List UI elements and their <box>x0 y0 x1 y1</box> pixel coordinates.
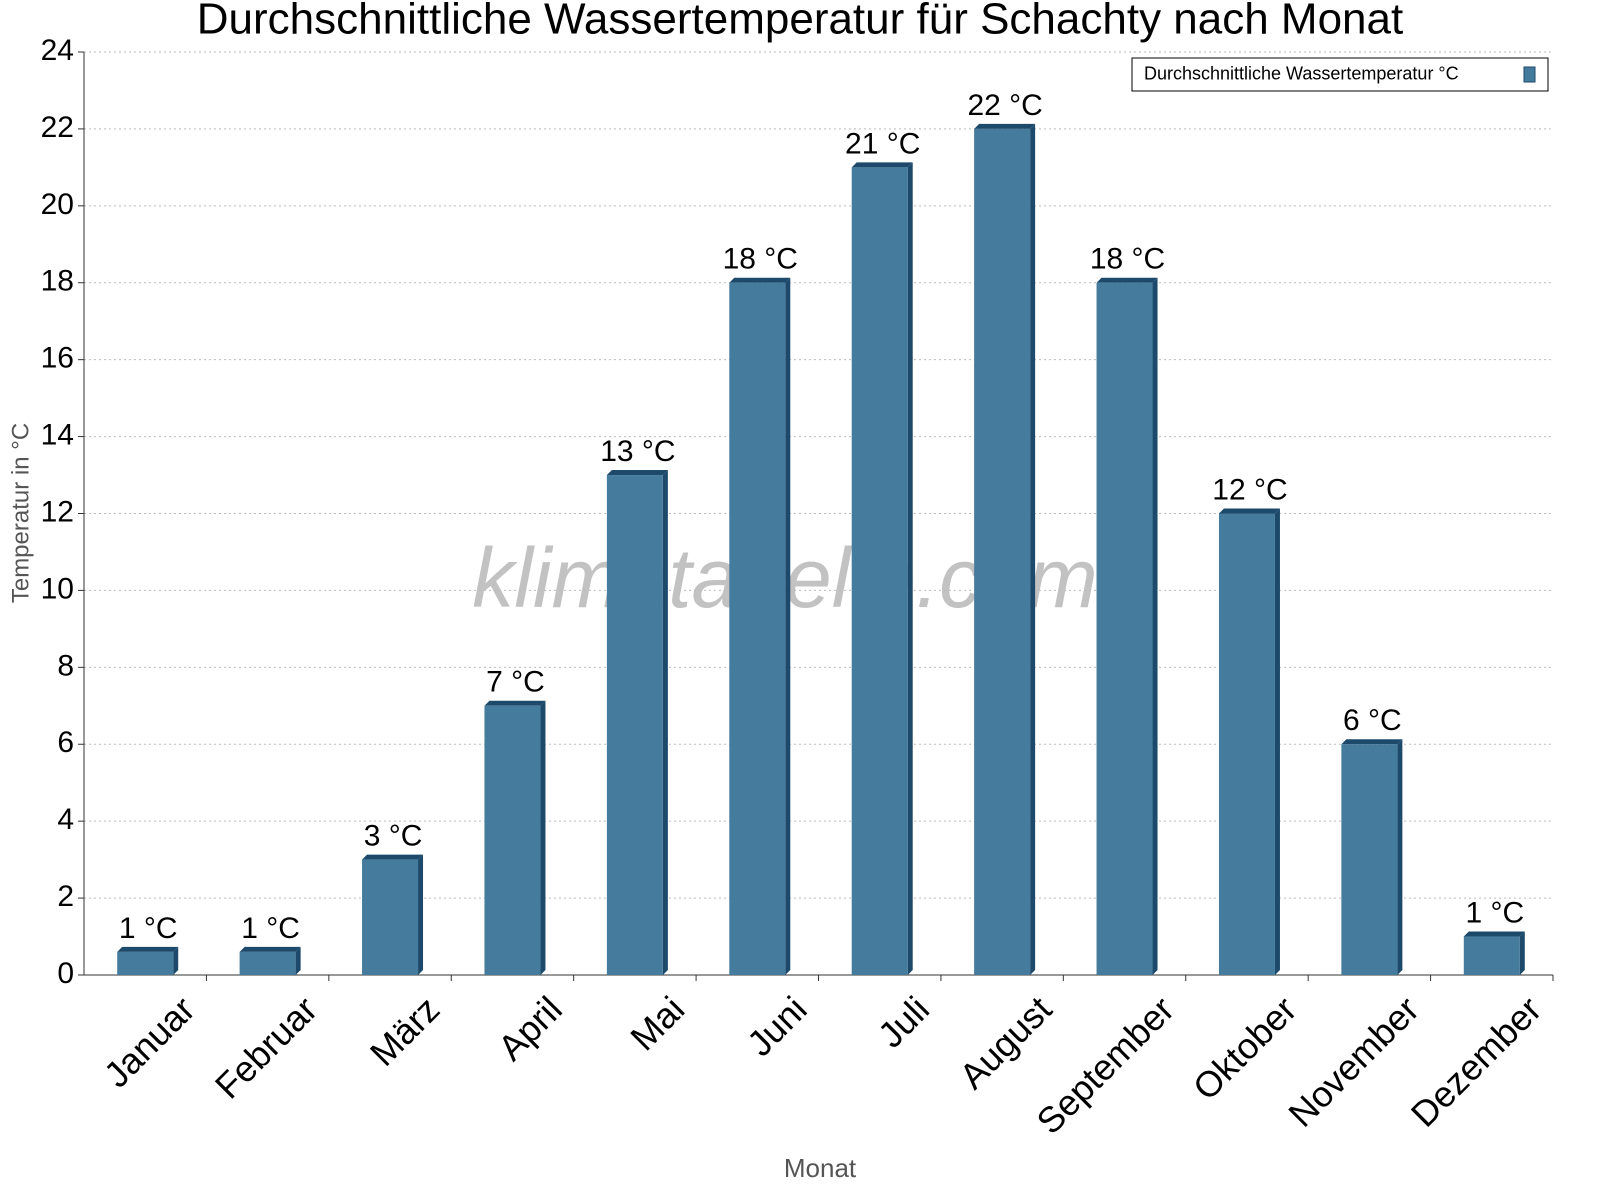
bar <box>1341 744 1398 975</box>
bar-top <box>1218 508 1280 514</box>
bar <box>484 705 541 975</box>
bar-side <box>418 854 424 975</box>
x-tick-label: März <box>362 988 448 1074</box>
legend: Durchschnittliche Wassertemperatur °C <box>1131 57 1549 92</box>
y-tick-label: 4 <box>57 803 74 836</box>
data-label: 1 °C <box>241 912 300 945</box>
y-tick-label: 24 <box>41 34 74 67</box>
legend-label: Durchschnittliche Wassertemperatur °C <box>1144 63 1459 83</box>
bar-side <box>1152 277 1158 975</box>
data-label: 6 °C <box>1343 704 1402 737</box>
x-tick-label: Oktober <box>1185 988 1305 1108</box>
data-label: 22 °C <box>967 89 1042 122</box>
data-label: 18 °C <box>1090 243 1165 276</box>
y-tick-label: 8 <box>57 649 74 682</box>
bar-side <box>1274 508 1280 975</box>
bar-side <box>540 700 546 975</box>
y-tick-label: 2 <box>57 880 74 913</box>
bar <box>729 282 786 975</box>
y-tick-label: 18 <box>41 265 74 298</box>
bar-top <box>239 946 301 952</box>
bar-top <box>851 162 913 168</box>
bar-side <box>1397 739 1403 975</box>
bar <box>606 475 663 975</box>
y-tick-label: 20 <box>41 188 74 221</box>
bar-top <box>1096 277 1158 283</box>
x-tick-label: Juli <box>870 988 937 1055</box>
data-label: 3 °C <box>364 820 423 853</box>
bar-side <box>907 162 913 975</box>
bar-top <box>729 277 791 283</box>
data-label: 12 °C <box>1212 473 1287 506</box>
data-label: 21 °C <box>845 127 920 160</box>
x-tick-label: April <box>490 988 570 1068</box>
bar <box>974 128 1031 975</box>
bar-top <box>1463 931 1525 937</box>
x-tick-label: Juni <box>739 988 815 1064</box>
bar-side <box>785 277 791 975</box>
y-tick-label: 0 <box>57 957 74 990</box>
data-label: 13 °C <box>600 435 675 468</box>
bar-top <box>362 854 424 860</box>
data-label: 18 °C <box>723 243 798 276</box>
y-tick-label: 14 <box>41 419 74 452</box>
bar-top <box>484 700 546 706</box>
x-tick-label: Mai <box>622 988 692 1058</box>
bar <box>362 859 419 975</box>
data-label: 1 °C <box>1465 896 1524 929</box>
bar-side <box>173 946 179 975</box>
bar-top <box>606 470 668 476</box>
bar <box>851 167 908 975</box>
bar-top <box>974 123 1036 129</box>
x-tick-label: Januar <box>96 988 203 1095</box>
y-tick-label: 16 <box>41 342 74 375</box>
legend-box <box>1131 57 1549 92</box>
bar-side <box>1519 931 1525 975</box>
x-axis-label: Monat <box>784 1153 857 1183</box>
bar <box>1218 513 1275 975</box>
bar-side <box>1030 123 1036 975</box>
y-axis-label: Temperatur in °C <box>7 423 34 603</box>
x-tick-label: August <box>951 988 1059 1096</box>
bar <box>1096 282 1153 975</box>
bar-side <box>662 470 668 975</box>
bar <box>239 951 296 975</box>
bar-top <box>117 946 179 952</box>
bar <box>1463 936 1520 975</box>
y-tick-label: 10 <box>41 572 74 605</box>
y-tick-label: 12 <box>41 495 74 528</box>
x-tick-label: Dezember <box>1403 988 1549 1134</box>
x-tick-label: Februar <box>207 988 325 1106</box>
y-tick-label: 22 <box>41 111 74 144</box>
y-tick-label: 6 <box>57 726 74 759</box>
chart-title: Durchschnittliche Wassertemperatur für S… <box>197 0 1403 44</box>
bar-side <box>295 946 301 975</box>
bar-top <box>1341 739 1403 745</box>
data-label: 1 °C <box>119 912 178 945</box>
bar <box>117 951 174 975</box>
x-tick-label: November <box>1280 988 1426 1134</box>
data-label: 7 °C <box>486 666 545 699</box>
legend-swatch <box>1523 66 1536 83</box>
